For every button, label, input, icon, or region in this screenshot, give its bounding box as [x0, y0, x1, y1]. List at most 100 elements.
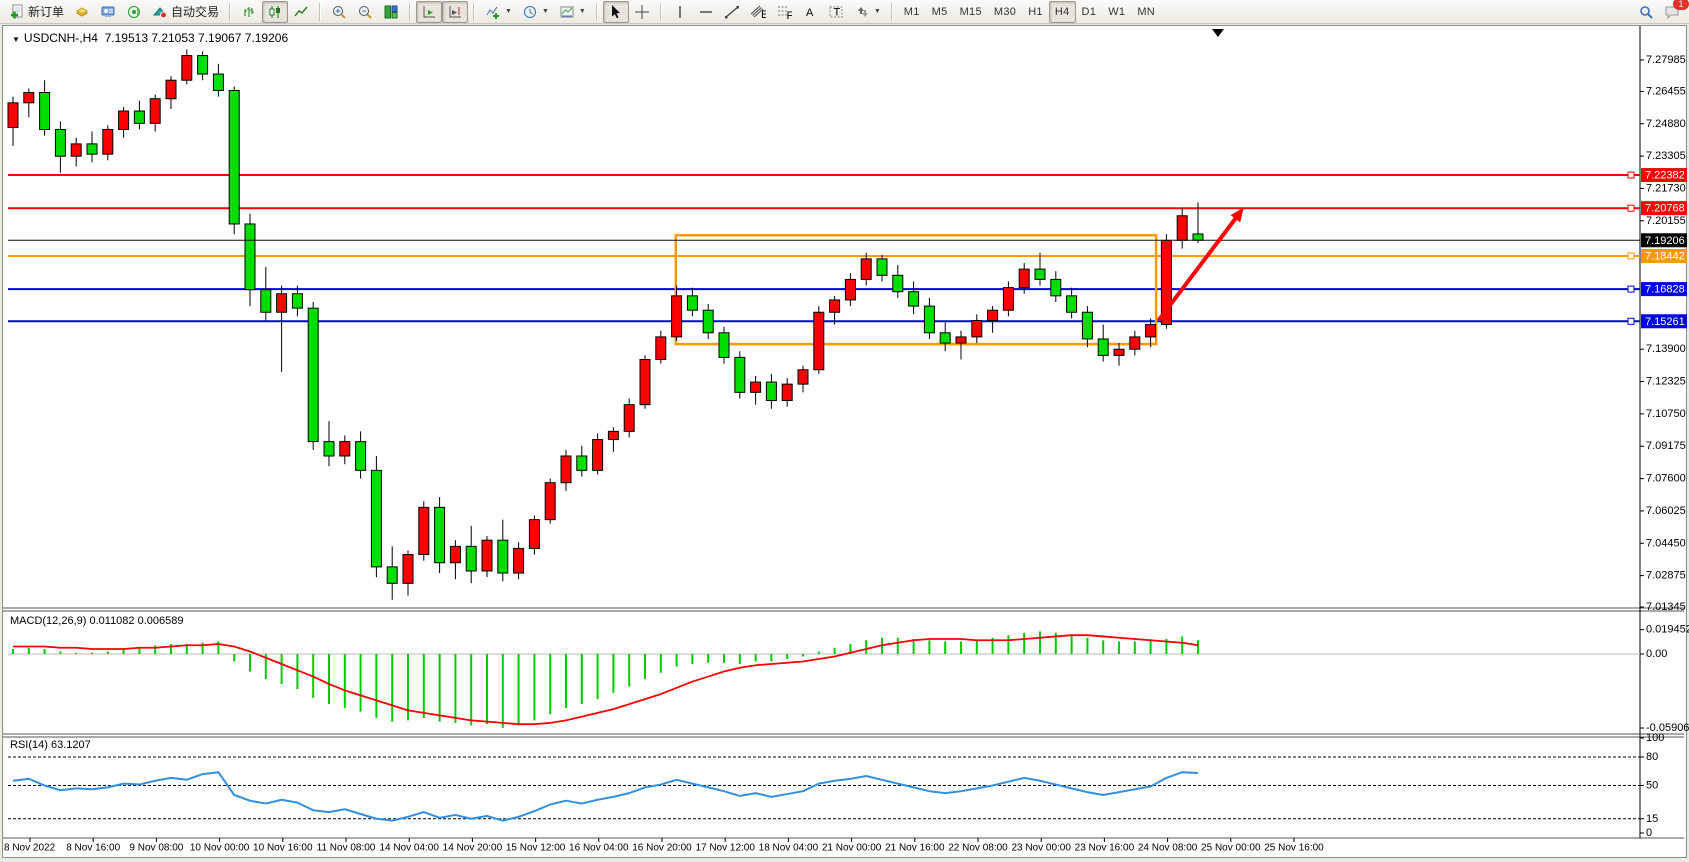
svg-text:7.07600: 7.07600 [1646, 473, 1686, 485]
svg-text:F: F [786, 10, 792, 20]
ohlc-values: 7.19513 7.21053 7.19067 7.19206 [104, 31, 289, 45]
svg-text:25 Nov 16:00: 25 Nov 16:00 [1264, 843, 1324, 854]
crosshair-icon [634, 4, 649, 19]
timeframe-button-D1[interactable]: D1 [1081, 5, 1097, 18]
timeframe-button-W1[interactable]: W1 [1108, 5, 1126, 18]
trendline-tool-button[interactable] [719, 1, 745, 23]
toolbar-separator [890, 2, 893, 21]
shapes-tool-button[interactable]: ▼ [849, 1, 886, 23]
periods-button[interactable]: ▼ [517, 1, 554, 23]
notifications-button[interactable]: 1 [1659, 0, 1689, 23]
svg-text:7.22382: 7.22382 [1645, 170, 1685, 182]
svg-text:16 Nov 04:00: 16 Nov 04:00 [569, 843, 629, 854]
chart-window[interactable] [2, 25, 1687, 858]
chart-shift-icon [449, 5, 462, 17]
svg-text:17 Nov 12:00: 17 Nov 12:00 [695, 843, 755, 854]
svg-text:7.23305: 7.23305 [1646, 150, 1686, 162]
timeframe-button-M30[interactable]: M30 [993, 5, 1017, 18]
clock-icon [523, 5, 536, 18]
zoom-in-button[interactable] [326, 1, 352, 23]
svg-text:50: 50 [1646, 780, 1658, 792]
toolbar-separator [473, 2, 476, 21]
toolbar-separator [229, 2, 232, 21]
text-label-icon: T [829, 6, 843, 18]
fibonacci-tool-button[interactable]: F [771, 1, 797, 23]
chart-shift-button[interactable] [442, 0, 469, 23]
text-tool-button[interactable]: A [797, 1, 823, 23]
equidistant-channel-icon: E [750, 5, 766, 20]
svg-text:16 Nov 20:00: 16 Nov 20:00 [632, 843, 692, 854]
bar-chart-icon [244, 6, 255, 17]
market-watch-button[interactable] [69, 1, 95, 23]
search-button[interactable] [1633, 1, 1659, 23]
timeframe-button-M15[interactable]: M15 [959, 5, 982, 18]
signals-icon [128, 5, 141, 18]
svg-text:9 Nov 08:00: 9 Nov 08:00 [129, 843, 183, 854]
bar-chart-button[interactable] [236, 1, 262, 23]
svg-text:0: 0 [1646, 827, 1652, 839]
timeframe-button-MN[interactable]: MN [1137, 5, 1156, 18]
svg-text:7.19206: 7.19206 [1645, 235, 1685, 247]
svg-text:24 Nov 08:00: 24 Nov 08:00 [1138, 843, 1198, 854]
svg-text:80: 80 [1646, 751, 1658, 763]
cursor-button[interactable] [602, 0, 629, 23]
horizontal-line-tool-button[interactable] [693, 1, 719, 23]
text-label-tool-button[interactable]: T [823, 1, 849, 23]
svg-text:7.18442: 7.18442 [1645, 250, 1685, 262]
svg-text:14 Nov 04:00: 14 Nov 04:00 [379, 843, 439, 854]
svg-text:7.15261: 7.15261 [1645, 316, 1685, 328]
new-order-label: 新订单 [28, 5, 65, 19]
auto-trading-label: 自动交易 [171, 5, 220, 19]
timeframe-button-H1[interactable]: H1 [1028, 5, 1043, 18]
cursor-icon [611, 4, 620, 18]
arrows-shapes-icon [857, 6, 868, 17]
tile-windows-icon [384, 5, 398, 18]
svg-text:21 Nov 00:00: 21 Nov 00:00 [822, 843, 882, 854]
svg-text:7.02875: 7.02875 [1646, 570, 1686, 582]
chevron-down-icon: ▼ [578, 8, 586, 15]
signals-button[interactable] [121, 1, 147, 23]
main-toolbar: 新订单 自动交易 [0, 0, 1689, 24]
tile-windows-button[interactable] [378, 1, 404, 23]
timeframe-button-M1[interactable]: M1 [903, 5, 920, 18]
timeframe-button-H4[interactable]: H4 [1048, 0, 1076, 23]
chevron-down-icon: ▼ [873, 8, 881, 15]
auto-scroll-button[interactable] [416, 0, 443, 23]
svg-text:7.09175: 7.09175 [1646, 440, 1686, 452]
svg-text:100: 100 [1646, 732, 1664, 744]
indicators-icon [486, 6, 500, 19]
svg-text:11 Nov 08:00: 11 Nov 08:00 [317, 843, 376, 854]
vertical-line-tool-button[interactable] [667, 1, 693, 23]
svg-text:10 Nov 00:00: 10 Nov 00:00 [190, 843, 250, 854]
candlestick-chart-button[interactable] [262, 0, 289, 23]
symbol-dropdown-icon[interactable]: ▼ [12, 35, 20, 44]
strategy-tester-button[interactable] [95, 1, 121, 23]
chevron-down-icon: ▼ [505, 8, 512, 15]
templates-button[interactable]: ▼ [554, 1, 591, 23]
indicators-button[interactable]: ▼ [480, 1, 517, 23]
svg-text:15 Nov 12:00: 15 Nov 12:00 [506, 843, 566, 854]
svg-text:8 Nov 2022: 8 Nov 2022 [4, 843, 56, 854]
horizontal-line-icon [699, 10, 712, 13]
trendline-icon [724, 5, 739, 18]
svg-text:18 Nov 04:00: 18 Nov 04:00 [759, 843, 819, 854]
channel-tool-button[interactable]: E [745, 1, 771, 23]
zoom-out-button[interactable] [352, 1, 378, 23]
market-watch-icon [76, 6, 88, 17]
svg-text:0.00: 0.00 [1646, 648, 1667, 660]
crosshair-button[interactable] [629, 1, 655, 23]
svg-text:7.04450: 7.04450 [1646, 537, 1686, 549]
new-order-button[interactable]: 新订单 [4, 1, 69, 23]
svg-text:15: 15 [1646, 813, 1658, 825]
fibonacci-icon: F [777, 6, 792, 20]
svg-text:7.10750: 7.10750 [1646, 408, 1686, 420]
candlestick-chart-icon [269, 5, 281, 18]
auto-trading-button[interactable]: 自动交易 [147, 1, 224, 23]
search-icon [1640, 5, 1653, 19]
line-chart-button[interactable] [288, 1, 314, 23]
timeframe-button-M5[interactable]: M5 [931, 5, 948, 18]
svg-text:-0.059068: -0.059068 [1646, 722, 1689, 734]
text-icon: A [806, 7, 814, 19]
chart-symbol-title[interactable]: ▼ USDCNH-,H4 7.19513 7.21053 7.19067 7.19… [12, 31, 288, 45]
